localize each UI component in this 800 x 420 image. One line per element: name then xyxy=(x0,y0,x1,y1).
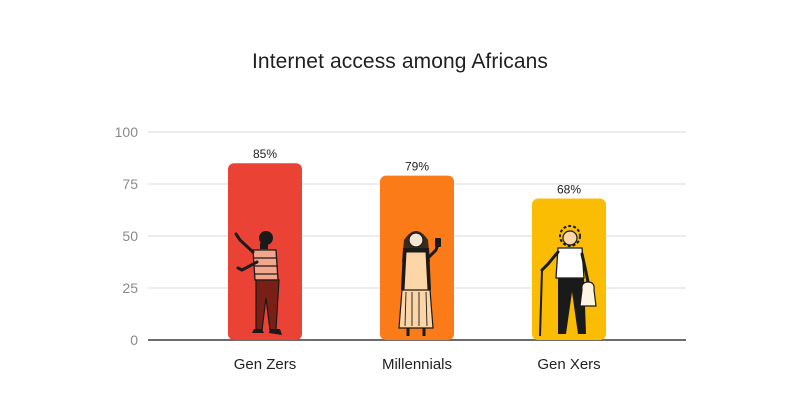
gen-zer-figure xyxy=(234,231,282,335)
x-tick-label: Gen Xers xyxy=(537,356,600,373)
chart-title: Internet access among Africans xyxy=(252,50,548,73)
y-tick-label: 75 xyxy=(122,176,138,192)
y-tick-label: 50 xyxy=(122,228,138,244)
data-label: 85% xyxy=(253,147,277,161)
y-tick-label: 25 xyxy=(122,280,138,296)
gen-xer-figure xyxy=(539,225,597,337)
x-tick-label: Gen Zers xyxy=(234,356,297,373)
y-tick-label: 100 xyxy=(115,124,139,140)
y-tick-label: 0 xyxy=(130,332,138,348)
millennial-figure xyxy=(398,231,441,336)
data-label: 68% xyxy=(557,183,581,197)
x-tick-label: Millennials xyxy=(382,356,452,373)
data-label: 79% xyxy=(405,160,429,174)
